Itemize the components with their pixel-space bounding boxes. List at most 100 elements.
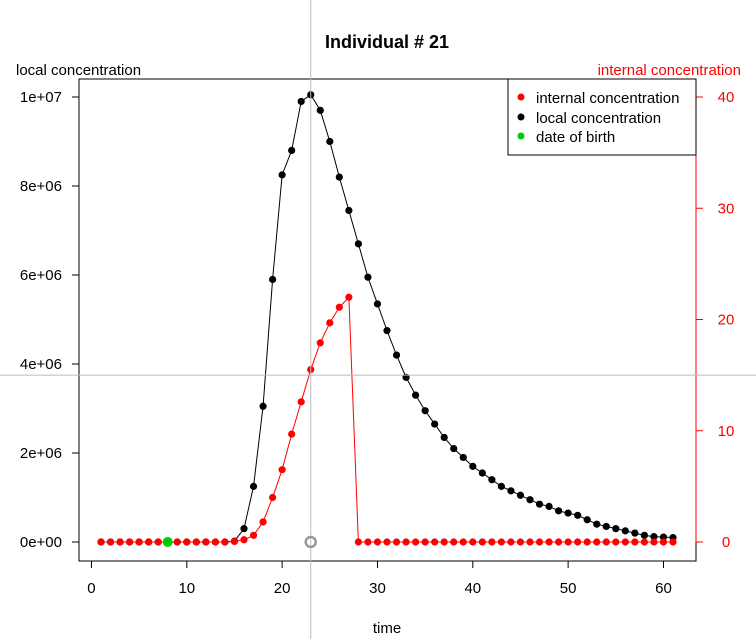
x-tick-label: 0 xyxy=(87,580,95,597)
local-concentration-point xyxy=(459,453,467,462)
local-concentration-point xyxy=(564,509,572,517)
local-concentration-point xyxy=(269,275,277,284)
internal-concentration-point xyxy=(326,319,334,327)
local-concentration-point xyxy=(621,527,629,535)
internal-concentration-point xyxy=(488,538,496,546)
x-tick-label: 20 xyxy=(274,580,291,597)
internal-concentration-point xyxy=(555,538,563,546)
legend-item-local: local concentration xyxy=(536,110,661,127)
internal-concentration-point xyxy=(507,538,515,546)
internal-concentration-point xyxy=(183,538,191,546)
internal-concentration-point xyxy=(345,293,353,301)
internal-concentration-point xyxy=(316,339,324,347)
internal-concentration-point xyxy=(135,538,143,546)
internal-concentration-point xyxy=(564,538,572,546)
internal-concentration-point xyxy=(459,538,467,546)
series-points xyxy=(97,91,677,547)
local-concentration-point xyxy=(555,507,563,515)
internal-concentration-point xyxy=(602,538,610,546)
internal-concentration-point xyxy=(593,538,601,546)
x-axis: 0 10 20 30 40 50 60 xyxy=(87,560,672,597)
internal-concentration-point xyxy=(478,538,486,546)
internal-concentration-point xyxy=(440,538,448,546)
y-left-tick-label: 4e+06 xyxy=(20,356,62,373)
legend-marker-birth xyxy=(517,132,525,140)
local-concentration-point xyxy=(354,240,362,248)
internal-concentration-point xyxy=(173,538,181,546)
internal-concentration-point xyxy=(335,303,343,311)
y-right-tick-label: 20 xyxy=(718,312,735,329)
local-concentration-point xyxy=(488,476,496,484)
y-left-tick-label: 2e+06 xyxy=(20,445,62,462)
local-concentration-point xyxy=(583,516,591,524)
internal-concentration-point xyxy=(545,538,553,546)
internal-concentration-point xyxy=(126,538,134,546)
internal-concentration-point xyxy=(221,538,229,546)
y-left-label: local concentration xyxy=(16,62,141,79)
local-concentration-point xyxy=(335,173,343,181)
internal-concentration-point xyxy=(621,538,629,546)
internal-concentration-point xyxy=(450,538,458,546)
y-right-axis: 0 10 20 30 40 xyxy=(695,89,735,551)
internal-concentration-point xyxy=(497,538,505,546)
internal-concentration-point xyxy=(583,538,591,546)
local-concentration-point xyxy=(421,407,429,415)
x-tick-label: 40 xyxy=(464,580,481,597)
local-concentration-point xyxy=(240,525,248,533)
internal-concentration-point xyxy=(669,538,677,546)
y-right-tick-label: 40 xyxy=(718,89,735,106)
internal-concentration-point xyxy=(659,538,668,546)
local-concentration-point xyxy=(345,206,353,215)
internal-concentration-point xyxy=(612,538,620,546)
x-tick-label: 30 xyxy=(369,580,386,597)
local-concentration-point xyxy=(278,171,286,179)
local-concentration-point xyxy=(431,420,439,428)
internal-concentration-point xyxy=(392,538,401,546)
local-concentration-point xyxy=(249,482,258,490)
internal-concentration-point xyxy=(154,538,162,546)
internal-concentration-point xyxy=(240,536,248,544)
local-concentration-point xyxy=(593,520,601,528)
internal-concentration-point xyxy=(192,538,200,546)
local-concentration-point xyxy=(631,529,639,537)
internal-concentration-point xyxy=(535,538,544,546)
local-concentration-point xyxy=(450,444,458,453)
local-concentration-point xyxy=(545,502,553,510)
internal-concentration-point xyxy=(412,538,420,546)
internal-concentration-point xyxy=(97,538,105,546)
local-concentration-point xyxy=(478,469,486,477)
local-concentration-point xyxy=(526,496,534,504)
internal-concentration-point xyxy=(383,538,391,546)
y-left-tick-label: 6e+06 xyxy=(20,267,62,284)
legend-item-internal: internal concentration xyxy=(536,90,679,107)
internal-concentration-point xyxy=(469,538,477,546)
local-concentration-point xyxy=(326,137,334,146)
internal-concentration-point xyxy=(402,538,410,546)
x-tick-label: 50 xyxy=(560,580,577,597)
x-tick-label: 60 xyxy=(655,580,672,597)
internal-concentration-point xyxy=(202,538,210,546)
local-concentration-point xyxy=(373,300,382,308)
local-concentration-point xyxy=(316,106,324,114)
series-lines xyxy=(101,94,674,543)
internal-concentration-point xyxy=(421,538,429,546)
internal-concentration-point xyxy=(278,466,286,474)
legend-box xyxy=(507,78,697,156)
local-concentration-point xyxy=(516,491,525,499)
local-concentration-point xyxy=(650,533,658,541)
legend-marker-local xyxy=(517,113,525,121)
internal-concentration-point xyxy=(211,538,219,546)
local-concentration-point xyxy=(259,402,267,410)
local-concentration-point xyxy=(383,327,391,335)
internal-concentration-point xyxy=(106,538,115,546)
local-concentration-point xyxy=(497,482,505,490)
internal-concentration-point xyxy=(288,430,296,438)
local-concentration-point xyxy=(364,273,372,281)
y-left-axis: 0e+00 2e+06 4e+06 6e+06 8e+06 1e+07 xyxy=(20,89,80,551)
internal-concentration-point xyxy=(516,538,525,546)
internal-concentration-point xyxy=(526,538,534,546)
y-left-tick-label: 1e+07 xyxy=(20,89,62,106)
local-concentration-point xyxy=(392,351,401,359)
